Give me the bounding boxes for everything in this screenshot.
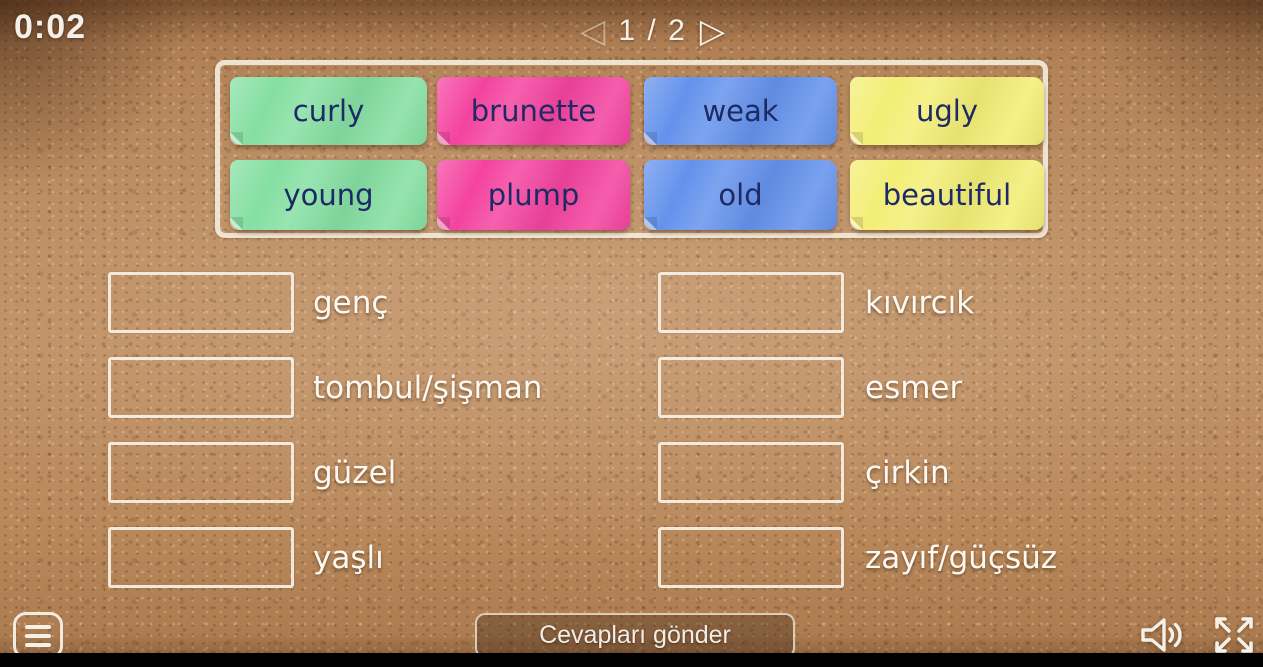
menu-bar (25, 633, 51, 638)
match-label-tombul-sisman: tombul/şişman (313, 369, 543, 406)
match-label-zayif-gucsuz: zayıf/güçsüz (865, 539, 1058, 576)
word-card-label: curly (292, 94, 365, 128)
match-label-esmer: esmer (865, 369, 963, 406)
word-card-brunette[interactable]: brunette (437, 77, 630, 145)
word-card-plump[interactable]: plump (437, 160, 630, 230)
word-card-beautiful[interactable]: beautiful (850, 160, 1044, 230)
word-card-old[interactable]: old (644, 160, 837, 230)
next-page-icon[interactable]: ▷ (699, 11, 726, 50)
word-card-ugly[interactable]: ugly (850, 77, 1044, 145)
answer-slot-zayif-gucsuz[interactable] (658, 527, 844, 588)
match-label-yasli: yaşlı (313, 539, 384, 576)
word-card-label: beautiful (882, 178, 1012, 212)
timer: 0:02 (14, 8, 87, 46)
word-card-young[interactable]: young (230, 160, 427, 230)
answer-slot-esmer[interactable] (658, 357, 844, 418)
answer-slot-cirkin[interactable] (658, 442, 844, 503)
word-card-curly[interactable]: curly (230, 77, 427, 145)
card-tray: curly brunette weak ugly young plump old… (215, 60, 1048, 238)
menu-bar (25, 642, 51, 647)
answer-slot-genc[interactable] (108, 272, 294, 333)
match-label-cirkin: çirkin (865, 454, 950, 491)
fullscreen-icon[interactable] (1211, 614, 1257, 656)
word-card-label: old (718, 178, 763, 212)
page-indicator: 1 / 2 (618, 14, 687, 47)
submit-answers-button[interactable]: Cevapları gönder (475, 613, 795, 658)
menu-bar (25, 624, 51, 629)
bottom-black-bar (0, 653, 1263, 660)
word-card-label: young (283, 178, 374, 212)
answer-slot-kivircik[interactable] (658, 272, 844, 333)
word-card-weak[interactable]: weak (644, 77, 837, 145)
hamburger-menu-icon[interactable] (13, 612, 63, 659)
word-card-label: ugly (915, 94, 978, 128)
pagination: ◁ 1 / 2 ▷ (580, 8, 725, 54)
word-card-label: plump (487, 178, 580, 212)
word-card-label: weak (702, 94, 779, 128)
answer-slot-yasli[interactable] (108, 527, 294, 588)
speaker-icon[interactable] (1138, 615, 1188, 655)
match-label-genc: genç (313, 284, 389, 321)
word-card-label: brunette (470, 94, 597, 128)
prev-page-icon[interactable]: ◁ (580, 11, 606, 50)
match-label-guzel: güzel (313, 454, 397, 491)
answer-slot-guzel[interactable] (108, 442, 294, 503)
match-label-kivircik: kıvırcık (865, 284, 975, 321)
answer-slot-tombul-sisman[interactable] (108, 357, 294, 418)
